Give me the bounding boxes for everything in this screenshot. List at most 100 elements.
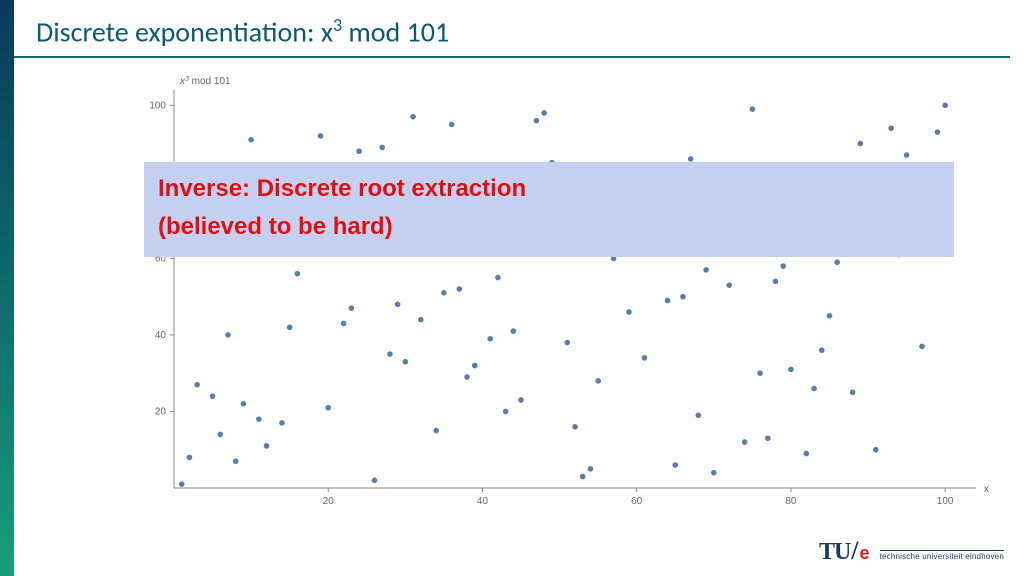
scatter-point <box>372 478 378 484</box>
scatter-point <box>942 103 948 109</box>
overlay-line-2: (believed to be hard) <box>158 208 940 246</box>
title-exponent: 3 <box>333 14 342 36</box>
scatter-point <box>487 336 493 342</box>
scatter-point <box>672 462 678 468</box>
scatter-point <box>850 390 856 396</box>
svg-text:80: 80 <box>785 496 797 507</box>
scatter-point <box>194 382 200 388</box>
scatter-point <box>449 122 455 128</box>
scatter-point <box>642 355 648 361</box>
svg-text:60: 60 <box>631 496 643 507</box>
scatter-point <box>279 420 285 426</box>
scatter-point <box>287 324 293 330</box>
scatter-point <box>773 279 779 285</box>
scatter-point <box>811 386 817 392</box>
scatter-point <box>564 340 570 346</box>
scatter-point <box>217 432 223 438</box>
scatter-point <box>580 474 586 480</box>
scatter-point <box>356 148 362 154</box>
logo-slash: / <box>851 536 858 566</box>
scatter-point <box>665 298 671 304</box>
logo-e: e <box>860 543 870 564</box>
scatter-point <box>341 321 347 327</box>
scatter-point <box>588 466 594 472</box>
scatter-point <box>804 451 810 457</box>
scatter-point <box>387 351 393 357</box>
scatter-point <box>295 271 301 277</box>
scatter-point <box>464 374 470 380</box>
scatter-point <box>534 118 540 124</box>
scatter-point <box>541 110 547 116</box>
slide-title: Discrete exponentiation: x3 mod 101 <box>36 14 449 49</box>
scatter-point <box>904 152 910 158</box>
scatter-point <box>742 439 748 445</box>
scatter-point <box>503 409 509 415</box>
scatter-point <box>233 458 239 464</box>
scatter-point <box>780 263 786 269</box>
scatter-point <box>765 435 771 441</box>
svg-text:x3 mod 101: x3 mod 101 <box>179 76 231 88</box>
scatter-point <box>711 470 717 476</box>
scatter-point <box>757 370 763 376</box>
scatter-point <box>418 317 424 323</box>
scatter-point <box>626 309 632 315</box>
scatter-point <box>472 363 478 369</box>
scatter-point <box>696 412 702 418</box>
scatter-point <box>403 359 409 365</box>
scatter-point <box>179 481 185 487</box>
scatter-point <box>241 401 247 407</box>
scatter-point <box>788 367 794 373</box>
chart-container: 2040608010020406080100xx3 mod 101 Invers… <box>96 68 996 518</box>
sidebar-gradient <box>0 0 14 576</box>
scatter-point <box>511 328 517 334</box>
scatter-point <box>441 290 447 296</box>
scatter-point <box>349 305 355 311</box>
logo-university: technische universiteit eindhoven <box>880 550 1004 561</box>
title-suffix: mod 101 <box>342 14 449 49</box>
svg-text:100: 100 <box>937 496 954 507</box>
logo-tu: TU <box>819 539 850 566</box>
scatter-point <box>834 259 840 265</box>
scatter-point <box>395 302 401 308</box>
scatter-point <box>935 129 941 135</box>
scatter-point <box>225 332 231 338</box>
scatter-point <box>433 428 439 434</box>
scatter-point <box>325 405 331 411</box>
overlay-line-1: Inverse: Discrete root extraction <box>158 170 940 208</box>
scatter-point <box>248 137 254 143</box>
svg-text:x: x <box>984 484 989 495</box>
scatter-point <box>410 114 416 120</box>
scatter-point <box>572 424 578 430</box>
scatter-point <box>680 294 686 300</box>
scatter-point <box>210 393 216 399</box>
scatter-point <box>457 286 463 292</box>
scatter-point <box>873 447 879 453</box>
scatter-point <box>703 267 709 273</box>
scatter-point <box>819 347 825 353</box>
scatter-point <box>919 344 925 350</box>
title-prefix: Discrete exponentiation: x <box>36 14 333 49</box>
title-underline <box>14 56 1010 58</box>
svg-text:40: 40 <box>155 330 167 341</box>
scatter-chart: 2040608010020406080100xx3 mod 101 <box>96 68 996 518</box>
scatter-point <box>827 313 833 319</box>
scatter-point <box>858 141 864 147</box>
footer-logo: TU/e technische universiteit eindhoven <box>819 536 1004 566</box>
scatter-point <box>688 156 694 162</box>
scatter-point <box>318 133 324 139</box>
scatter-point <box>888 125 894 131</box>
svg-text:40: 40 <box>477 496 489 507</box>
svg-text:20: 20 <box>323 496 335 507</box>
scatter-point <box>379 145 385 151</box>
overlay-callout: Inverse: Discrete root extraction (belie… <box>144 162 954 257</box>
scatter-point <box>264 443 270 449</box>
scatter-point <box>595 378 601 384</box>
scatter-point <box>726 282 732 288</box>
scatter-point <box>518 397 524 403</box>
svg-text:20: 20 <box>155 406 167 417</box>
scatter-point <box>495 275 501 281</box>
scatter-point <box>750 106 756 112</box>
scatter-point <box>187 455 193 461</box>
scatter-point <box>256 416 262 422</box>
svg-text:100: 100 <box>149 100 166 111</box>
